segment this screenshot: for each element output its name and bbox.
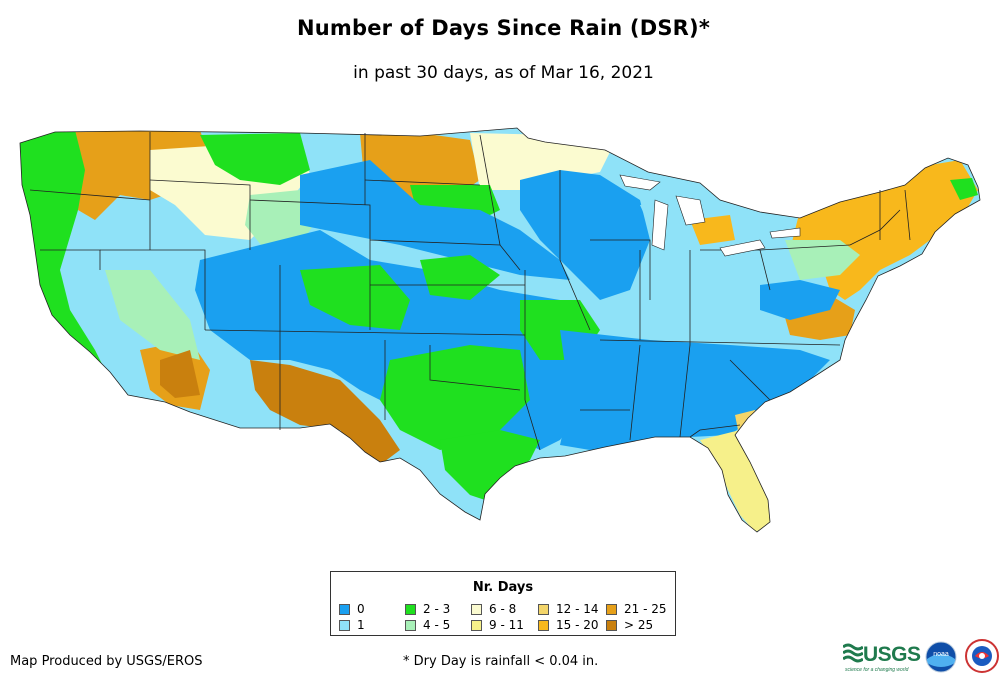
- legend-item: 2 - 3: [405, 603, 450, 616]
- legend-swatch: [405, 604, 416, 615]
- region-upper-midwest-blue: [520, 170, 650, 300]
- region-kansas-green: [420, 255, 500, 300]
- legend-swatch: [471, 620, 482, 631]
- region-colorado-green: [300, 265, 410, 330]
- legend: Nr. Days 0 1 2 - 3 4 - 5 6 - 8 9 - 11 12…: [330, 571, 676, 636]
- legend-title: Nr. Days: [472, 580, 534, 595]
- legend-swatch: [538, 604, 549, 615]
- legend-item: 12 - 14: [538, 603, 599, 616]
- region-nevada-lightgreen: [105, 270, 200, 360]
- legend-swatch: [339, 604, 350, 615]
- legend-swatch: [538, 620, 549, 631]
- usgs-tagline: science for a changing world: [845, 667, 909, 673]
- legend-swatch: [405, 620, 416, 631]
- legend-swatch: [471, 604, 482, 615]
- legend-swatch: [606, 604, 617, 615]
- region-pacific-green: [20, 130, 110, 380]
- region-southwest-orange: [250, 360, 400, 465]
- nws-logo-icon: [965, 639, 999, 673]
- region-montana-green: [200, 133, 310, 185]
- usgs-wave-icon: [843, 643, 863, 663]
- legend-item: > 25: [606, 619, 653, 632]
- legend-swatch: [606, 620, 617, 631]
- great-lakes: [619, 174, 801, 257]
- region-nebraska-blue: [300, 160, 570, 280]
- credit-text: Map Produced by USGS/EROS: [10, 654, 203, 669]
- usgs-logo: USGS: [863, 643, 921, 666]
- legend-item: 1: [339, 619, 365, 632]
- region-florida-yellow: [700, 430, 770, 532]
- region-baja-orange: [160, 350, 200, 398]
- legend-item: 9 - 11: [471, 619, 524, 632]
- region-southeast-blue: [560, 330, 830, 450]
- region-maine-green: [950, 178, 978, 200]
- legend-item: 0: [339, 603, 365, 616]
- map-title: Number of Days Since Rain (DSR)*: [296, 16, 711, 40]
- noaa-logo-text: noaa: [933, 651, 949, 658]
- map-subtitle: in past 30 days, as of Mar 16, 2021: [353, 63, 654, 83]
- legend-item: 21 - 25: [606, 603, 667, 616]
- region-gulf-green: [440, 430, 540, 500]
- footnote-text: * Dry Day is rainfall < 0.04 in.: [403, 654, 599, 669]
- region-northeast-lightgreen: [785, 240, 860, 280]
- noaa-logo-icon: noaa: [925, 641, 957, 673]
- legend-swatch: [339, 620, 350, 631]
- region-virginia-blue: [760, 280, 840, 320]
- legend-item: 4 - 5: [405, 619, 450, 632]
- legend-item: 6 - 8: [471, 603, 516, 616]
- region-oklahoma-green: [380, 345, 530, 450]
- agency-logos: USGS science for a changing world noaa: [843, 637, 1003, 677]
- state-borders: [19, 127, 981, 533]
- legend-item: 15 - 20: [538, 619, 599, 632]
